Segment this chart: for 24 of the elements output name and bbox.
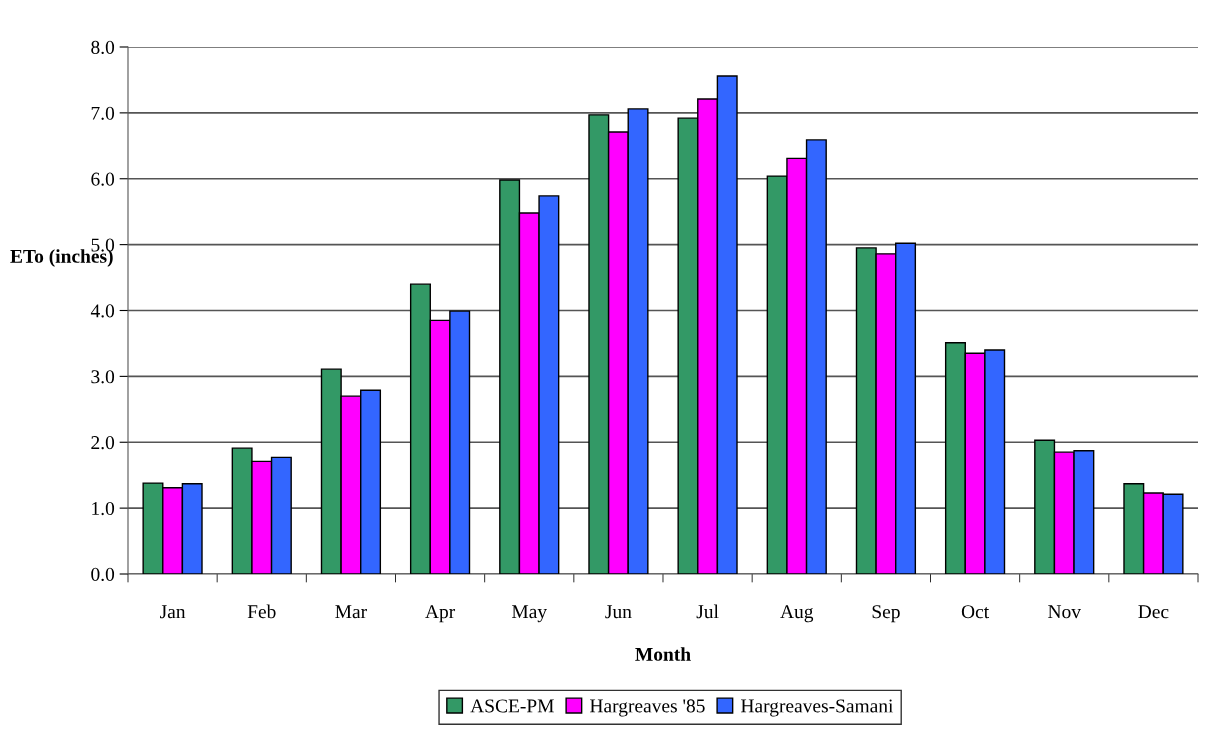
legend-label: ASCE-PM xyxy=(470,699,554,713)
y-tick-label: 6.0 xyxy=(91,172,115,186)
x-tick-label: Mar xyxy=(335,605,367,619)
y-tick-label: 1.0 xyxy=(92,501,115,516)
y-tick-label: 0.0 xyxy=(91,567,115,582)
x-tick-label: Sep xyxy=(872,605,900,623)
x-axis-title: Month xyxy=(635,647,691,661)
x-tick-label: May xyxy=(511,605,547,623)
legend-label: Hargreaves-Samani xyxy=(741,699,894,717)
x-tick-label: Aug xyxy=(780,605,814,623)
x-tick-label: Oct xyxy=(961,605,990,619)
x-tick-label: Jul xyxy=(696,604,719,619)
y-tick-label: 8.0 xyxy=(91,40,115,55)
x-tick-label: Dec xyxy=(1138,605,1169,619)
x-tick-label: Jan xyxy=(160,605,186,619)
legend-label: Hargreaves '85 xyxy=(590,699,705,717)
x-tick-label: Apr xyxy=(425,605,456,623)
x-tick-label: Nov xyxy=(1048,605,1081,619)
y-tick-label: 3.0 xyxy=(91,370,115,384)
y-tick-label: 4.0 xyxy=(90,304,115,318)
x-tick-label: Jun xyxy=(605,605,632,619)
x-tick-label: Feb xyxy=(247,604,276,619)
y-tick-label: 7.0 xyxy=(91,106,115,120)
y-tick-label: 2.0 xyxy=(91,436,115,450)
